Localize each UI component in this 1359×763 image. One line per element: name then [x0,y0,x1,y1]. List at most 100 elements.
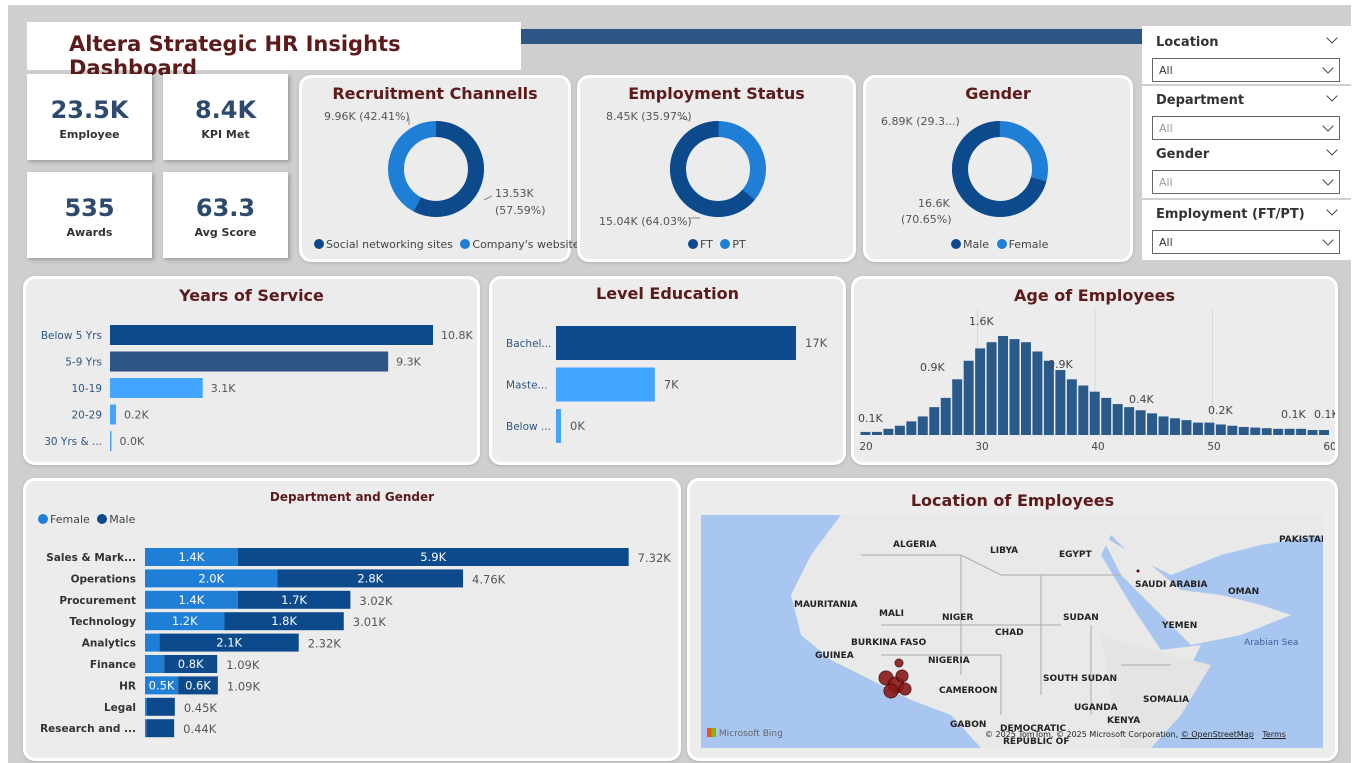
histogram-bar[interactable] [1043,360,1054,435]
bar-male[interactable] [178,676,218,695]
location-marker[interactable] [1136,569,1140,573]
histogram-bar[interactable] [952,379,963,435]
histogram-bar[interactable] [1009,339,1020,435]
bar-female[interactable] [145,569,278,588]
department-stacked-bar-chart: Sales & Mark... 1.4K 5.9K 7.32K Operations 2.… [40,548,671,738]
data-label: 1.7K [281,593,307,607]
filter-department[interactable]: Department All [1142,86,1351,144]
bar-male[interactable] [237,548,629,566]
histogram-bar[interactable] [1273,428,1284,435]
histogram-bar[interactable] [894,425,905,435]
bar-female[interactable] [145,590,238,609]
histogram-bar[interactable] [1089,391,1100,435]
histogram-bar[interactable] [1181,420,1192,435]
histogram-bar[interactable] [1066,379,1077,435]
filter-location[interactable]: Location All [1142,26,1351,84]
histogram-bar[interactable] [1238,426,1249,435]
bar-male[interactable] [146,719,175,738]
bar[interactable] [556,409,561,443]
donut-slice-social-networking[interactable] [388,121,484,217]
filter-title: Location [1156,35,1219,50]
histogram-bar[interactable] [1204,422,1215,435]
filter-dropdown[interactable]: All [1152,116,1340,140]
bar[interactable] [556,367,655,402]
histogram-bar[interactable] [1124,407,1135,435]
map-view[interactable]: ALGERIA LIBYA EGYPT PAKISTAN SAUDI ARABI… [701,515,1323,748]
histogram-bar[interactable] [1020,342,1031,435]
osm-link[interactable]: © OpenStreetMap [1180,730,1254,739]
bar-male[interactable] [146,697,175,716]
histogram-bar[interactable] [1158,416,1169,435]
histogram-bar[interactable] [860,431,871,435]
chevron-down-icon[interactable] [1326,144,1338,156]
kpi-card-kpi-met: 8.4K KPI Met [163,74,288,160]
histogram-bar[interactable] [998,336,1009,435]
chevron-down-icon[interactable] [1326,204,1338,216]
chart-title: Age of Employees [1014,286,1175,305]
category-label: Research and ... [40,723,136,735]
kpi-value: 8.4K [194,96,257,124]
bar-female[interactable] [145,697,147,716]
terms-link[interactable]: Terms [1262,730,1286,739]
location-markers[interactable] [878,569,1140,699]
bar-female[interactable] [145,612,225,631]
histogram-bar[interactable] [1032,351,1043,435]
histogram-bar[interactable] [871,431,882,435]
data-label: 1.6K [969,315,994,328]
bar[interactable] [110,325,433,345]
bar[interactable] [110,351,389,372]
histogram-bar[interactable] [1101,397,1112,435]
bar-male[interactable] [277,569,464,588]
location-marker[interactable] [883,683,899,699]
filter-gender[interactable]: Gender All [1142,140,1351,198]
histogram-bar[interactable] [929,407,940,435]
histogram-bar[interactable] [1261,428,1272,435]
histogram-bar[interactable] [1307,430,1318,435]
histogram-bar[interactable] [1215,424,1226,435]
histogram-bar[interactable] [1112,404,1123,435]
histogram-bar[interactable] [1170,418,1180,435]
chevron-down-icon[interactable] [1326,32,1338,44]
filter-dropdown[interactable]: All [1152,230,1340,254]
bar-female[interactable] [145,719,147,738]
country-label: LIBYA [990,546,1018,556]
histogram-bar[interactable] [1227,425,1238,435]
chevron-down-icon[interactable] [1326,90,1338,102]
location-marker[interactable] [894,658,904,668]
bar[interactable] [556,326,796,360]
histogram-bar[interactable] [986,342,997,435]
filter-dropdown[interactable]: All [1152,170,1340,194]
histogram-bar[interactable] [1284,428,1295,435]
histogram-bar[interactable] [906,421,917,435]
histogram-bar[interactable] [975,348,986,435]
bar[interactable] [110,378,203,398]
filter-dropdown[interactable]: All [1152,58,1340,82]
histogram-bar[interactable] [963,360,974,435]
bar-female[interactable] [145,655,165,673]
histogram-bar[interactable] [1147,413,1158,435]
histogram-bar[interactable] [1250,427,1261,435]
bar-female[interactable] [145,548,238,566]
histogram-bar[interactable] [917,416,928,435]
filter-employment[interactable]: Employment (FT/PT) All [1142,200,1351,260]
histogram-bar[interactable] [940,397,951,435]
bar-female[interactable] [145,676,179,695]
country-label: REPUBLIC OF [1003,737,1069,747]
location-marker[interactable] [898,682,912,696]
bar-female[interactable] [145,633,160,652]
histogram-bar[interactable] [1192,422,1203,435]
bar-male[interactable] [224,612,344,631]
histogram-bar[interactable] [1055,370,1066,435]
location-marker[interactable] [895,669,909,683]
histogram-bar[interactable] [1319,430,1329,435]
bar[interactable] [110,404,116,425]
bar[interactable] [110,431,112,451]
histogram-bar[interactable] [1135,410,1146,435]
bing-logo: Microsoft Bing [707,728,783,739]
bar-male[interactable] [164,655,218,673]
histogram-bar[interactable] [1078,385,1089,436]
bar-male[interactable] [159,633,299,652]
histogram-bar[interactable] [883,428,894,435]
bar-male[interactable] [237,590,351,609]
histogram-bar[interactable] [1296,428,1307,435]
